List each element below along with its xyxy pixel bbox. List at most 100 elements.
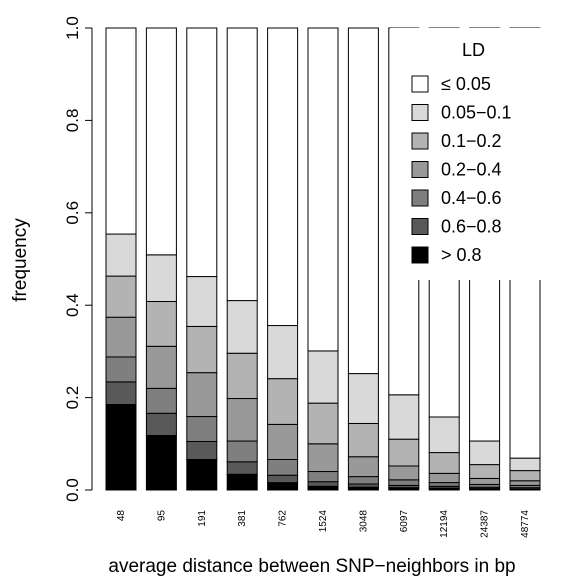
bar-segment-3048-s3 (347, 456, 379, 478)
bar-segment-12194-s5 (428, 416, 460, 454)
y-tick-label: 0.0 (63, 478, 82, 502)
bar-segment-24387-s5 (469, 440, 501, 466)
bar-segment-381-s5 (226, 300, 258, 354)
legend-swatch (411, 218, 429, 235)
bar-segment-3048-s4 (347, 422, 379, 458)
bar-segment-48-s3 (105, 316, 137, 358)
bar-segment-381-s6 (226, 27, 258, 302)
bar-segment-12194-s4 (428, 452, 460, 474)
x-category-label: 48774 (520, 510, 531, 538)
bar-segment-381-s4 (226, 352, 258, 400)
bar-stack-1524 (307, 27, 339, 491)
legend-entry-label: 0.05−0.1 (441, 103, 512, 123)
y-tick-label: 0.6 (63, 201, 82, 225)
bar-stack-381 (226, 27, 258, 491)
y-axis-title: frequency (10, 218, 31, 302)
x-category-label: 6097 (399, 510, 410, 533)
bar-segment-1524-s5 (307, 350, 339, 404)
bar-segment-48774-s4 (509, 470, 541, 482)
bar-segment-3048-s2 (347, 476, 379, 485)
x-category-label: 1524 (318, 510, 329, 533)
bar-segment-95-s0 (145, 434, 177, 491)
bar-segment-762-s5 (267, 325, 299, 380)
bar-segment-48-s5 (105, 233, 137, 277)
bar-segment-762-s0 (267, 482, 299, 491)
bar-segment-48774-s3 (509, 480, 541, 486)
legend-entry-label: 0.1−0.2 (441, 131, 502, 151)
bar-segment-762-s2 (267, 459, 299, 476)
y-tick-label: 0.4 (63, 293, 82, 317)
x-category-label: 48 (116, 510, 127, 522)
bar-segment-191-s5 (186, 276, 218, 327)
x-category-label: 3048 (358, 510, 369, 533)
y-tick-label: 0.2 (63, 386, 82, 410)
legend-entry-label: 0.6−0.8 (441, 217, 502, 237)
bar-segment-3048-s5 (347, 373, 379, 424)
bar-segment-381-s3 (226, 398, 258, 442)
bar-segment-191-s2 (186, 416, 218, 442)
legend-swatch (411, 75, 429, 93)
bar-segment-95-s5 (145, 254, 177, 303)
bar-segment-1524-s0 (307, 485, 339, 491)
legend-title: LD (462, 40, 485, 60)
x-category-label: 12194 (439, 510, 450, 538)
bar-stack-48 (105, 27, 137, 491)
x-category-label: 191 (197, 510, 208, 527)
legend-swatch (411, 161, 429, 178)
bar-segment-762-s4 (267, 378, 299, 425)
bar-segment-6097-s5 (388, 394, 420, 440)
legend-swatch (411, 104, 429, 121)
legend-entry-label: ≤ 0.05 (441, 74, 491, 94)
bar-stack-762 (267, 27, 299, 491)
bar-stack-95 (145, 27, 177, 491)
y-tick-label: 1.0 (63, 16, 82, 40)
bar-segment-95-s1 (145, 412, 177, 436)
bar-segment-95-s4 (145, 301, 177, 347)
bar-segment-12194-s3 (428, 472, 460, 484)
bar-segment-762-s3 (267, 423, 299, 461)
bar-segment-191-s6 (186, 27, 218, 278)
bar-segment-48-s2 (105, 356, 137, 383)
bar-segment-381-s0 (226, 473, 258, 491)
x-category-label: 95 (156, 510, 167, 522)
bar-segment-3048-s6 (347, 27, 379, 375)
bar-segment-1524-s3 (307, 443, 339, 473)
bar-segment-1524-s4 (307, 402, 339, 445)
bar-segment-191-s3 (186, 372, 218, 418)
bar-segment-1524-s1 (307, 481, 339, 487)
legend-swatch (411, 246, 429, 264)
legend-background (390, 28, 550, 280)
legend: LD ≤ 0.05 0.05−0.1 0.1−0.2 0.2−0.4 0.4−0.6 0.6… (390, 28, 550, 280)
bar-segment-381-s2 (226, 440, 258, 463)
bar-segment-762-s1 (267, 474, 299, 484)
legend-entry-label: 0.4−0.6 (441, 188, 502, 208)
bar-segment-6097-s4 (388, 438, 420, 467)
legend-entry-label: > 0.8 (441, 245, 482, 265)
bar-segment-24387-s4 (469, 464, 501, 479)
bar-segment-6097-s3 (388, 465, 420, 481)
bar-stack-191 (186, 27, 218, 491)
legend-swatch (411, 189, 429, 207)
bar-segment-1524-s6 (307, 27, 339, 352)
y-tick-label: 0.8 (63, 109, 82, 133)
x-category-label: 381 (237, 510, 248, 527)
x-axis-title: average distance between SNP−neighbors i… (108, 556, 515, 577)
bar-segment-762-s6 (267, 27, 299, 327)
x-category-label: 762 (278, 510, 289, 527)
bar-segment-191-s1 (186, 440, 218, 461)
legend-entry-label: 0.2−0.4 (441, 160, 502, 180)
bar-segment-12194-s2 (428, 482, 460, 487)
bar-segment-95-s6 (145, 27, 177, 256)
bar-segment-191-s4 (186, 325, 218, 374)
bar-segment-48-s4 (105, 275, 137, 318)
bar-segment-95-s3 (145, 345, 177, 389)
bar-segment-381-s1 (226, 461, 258, 475)
bar-segment-95-s2 (145, 387, 177, 414)
bar-segment-48-s0 (105, 404, 137, 491)
x-category-label: 24387 (480, 510, 491, 538)
legend-swatch (411, 132, 429, 150)
bar-segment-48774-s5 (509, 457, 541, 472)
bar-segment-24387-s3 (469, 477, 501, 485)
bar-segment-6097-s2 (388, 479, 420, 486)
